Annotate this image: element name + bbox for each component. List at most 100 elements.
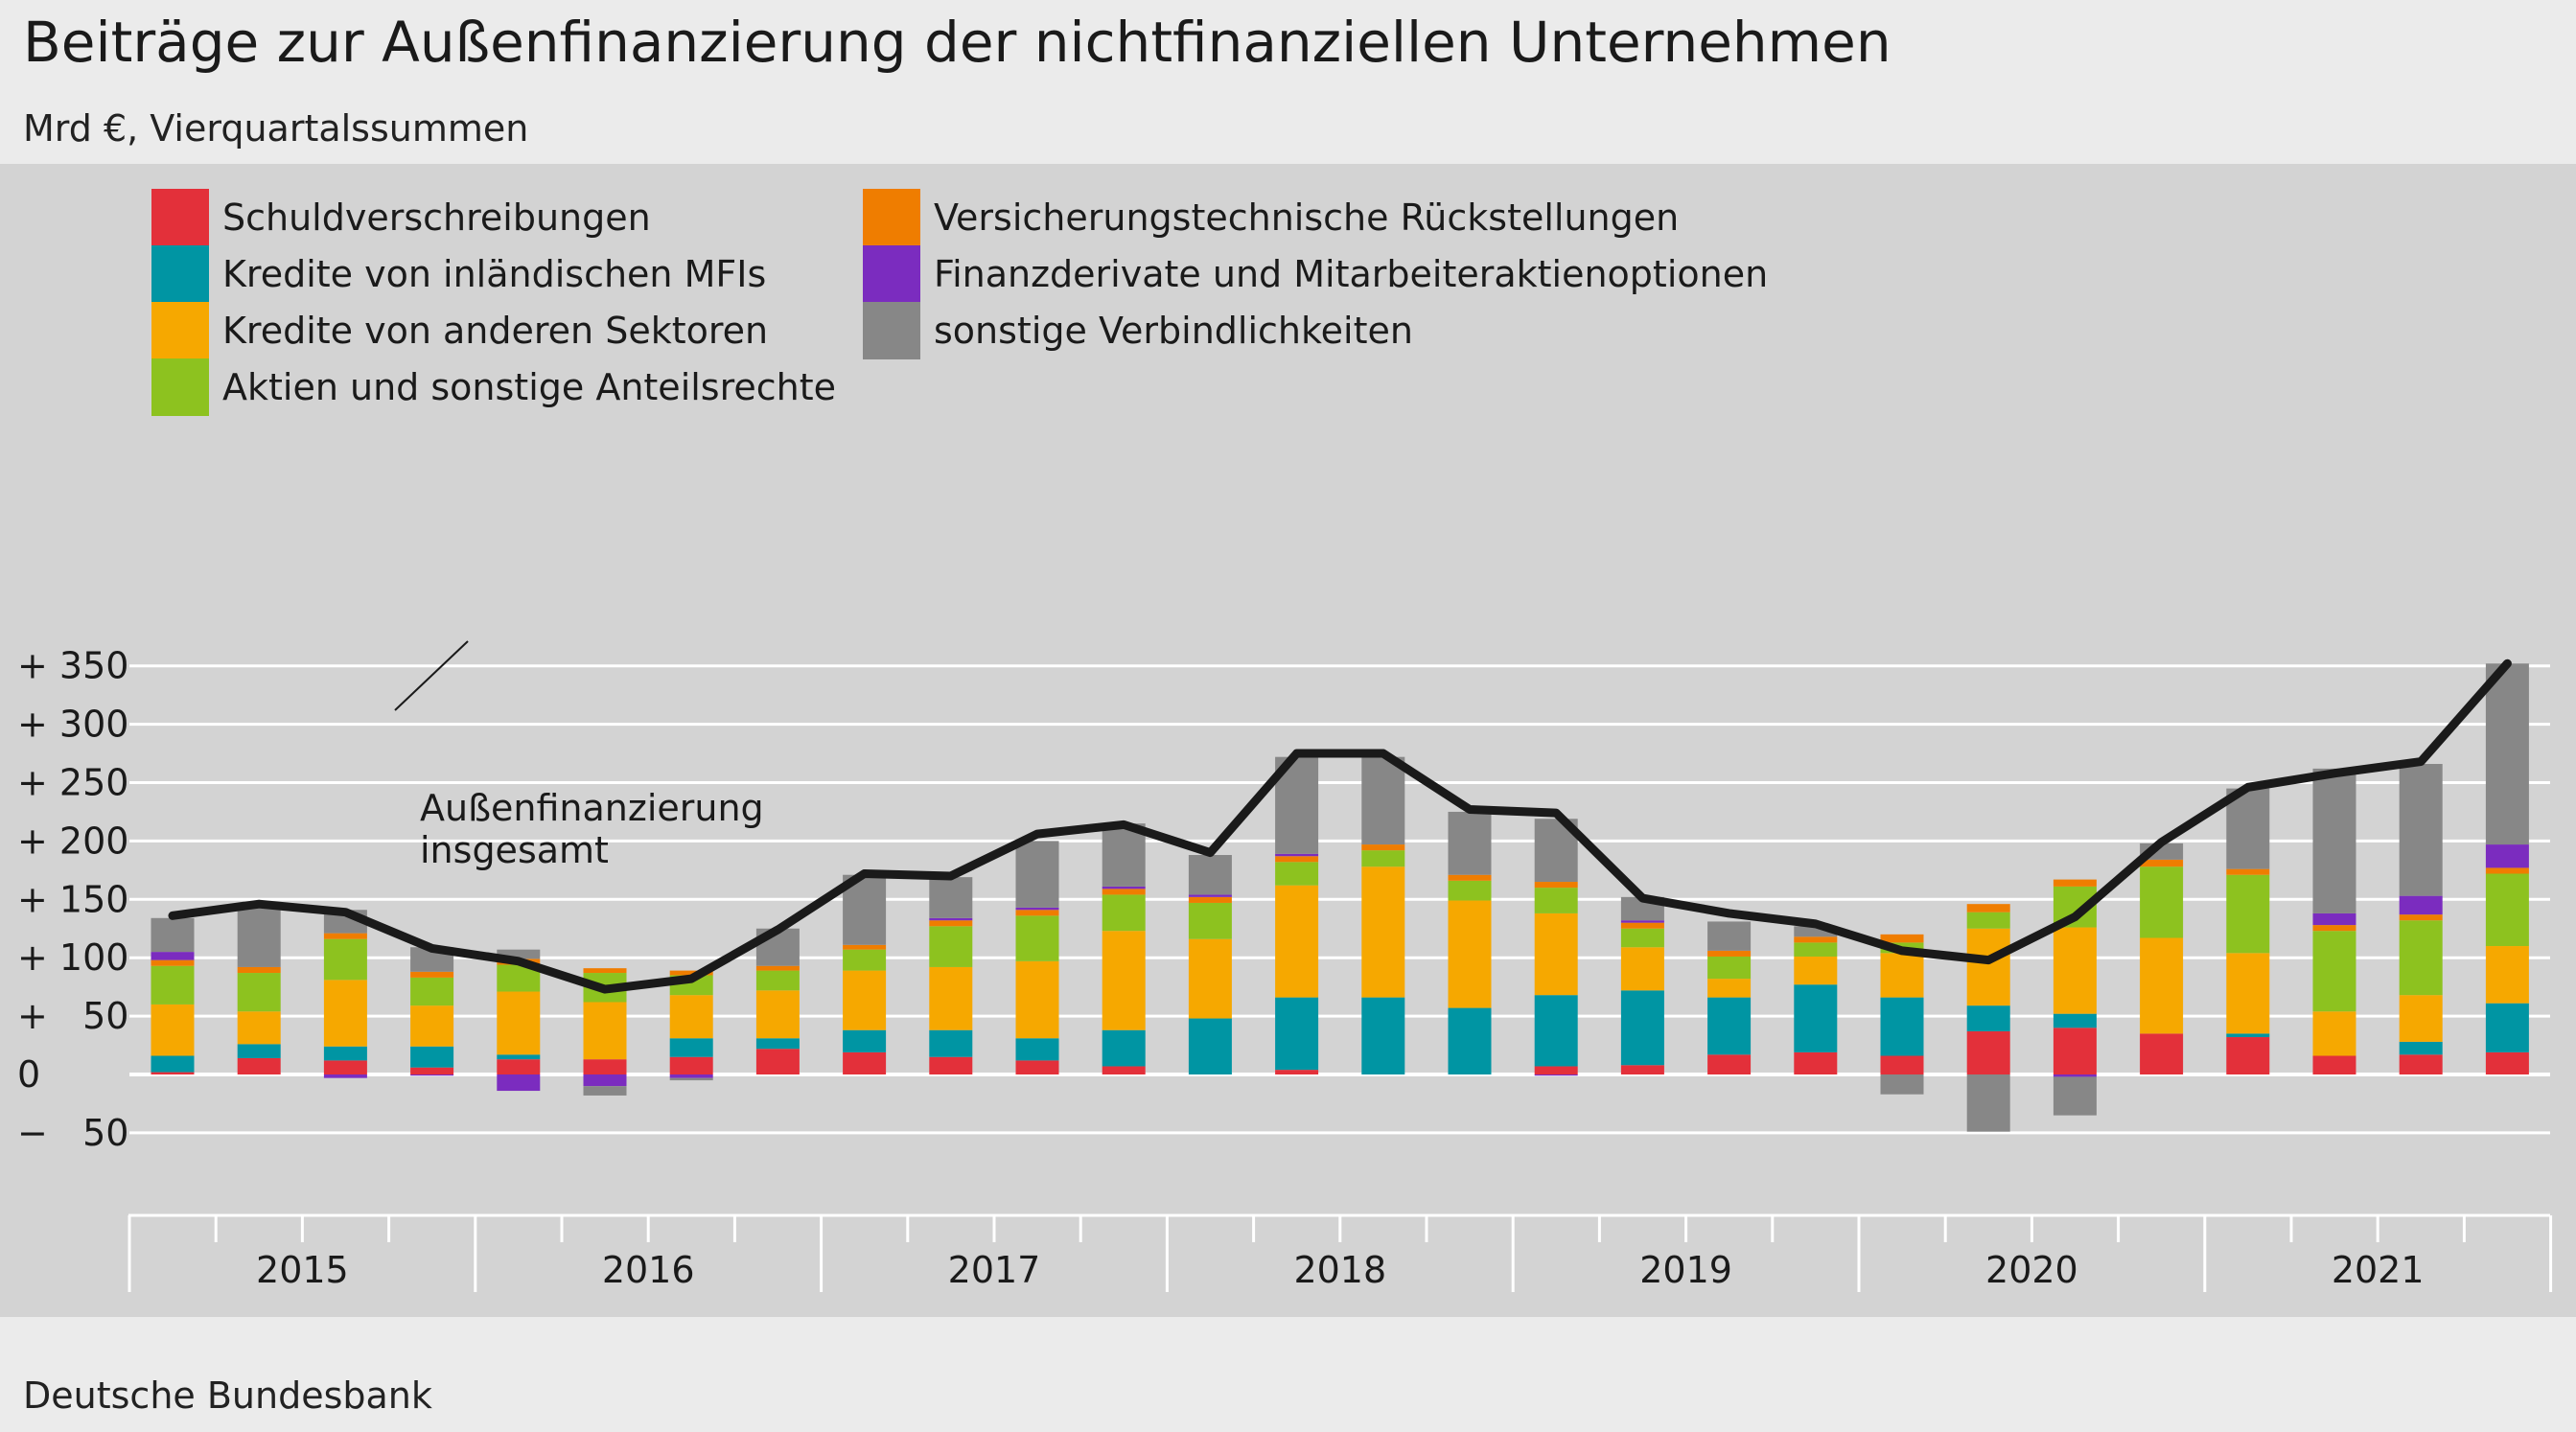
- bar-segment: [237, 973, 281, 1012]
- bar-segment: [1620, 922, 1664, 929]
- legend-swatch: [863, 245, 920, 303]
- bar-segment: [237, 1057, 281, 1074]
- bar-segment: [497, 991, 541, 1055]
- bar-segment: [1966, 1005, 2010, 1031]
- y-tick-label: − 50: [17, 1112, 128, 1154]
- bar-segment: [151, 917, 195, 953]
- bar-segment: [2485, 844, 2529, 868]
- bar-segment: [1707, 950, 1752, 957]
- bar-segment: [2485, 1051, 2529, 1074]
- y-tick-label: + 150: [17, 878, 128, 920]
- bar-segment: [583, 1074, 627, 1087]
- bar-segment: [2399, 920, 2443, 996]
- bar-segment: [410, 1074, 454, 1076]
- bar-segment: [1534, 1074, 1578, 1076]
- legend-label: Schuldverschreibungen: [222, 196, 651, 239]
- bar-segment: [1188, 1018, 1232, 1074]
- bar-segment: [1620, 990, 1664, 1066]
- bar-segment: [2226, 868, 2270, 875]
- legend-label: sonstige Verbindlichkeiten: [934, 310, 1413, 352]
- bar-segment: [1102, 886, 1146, 889]
- bar-segment: [755, 1038, 800, 1050]
- bar-segment: [583, 1002, 627, 1060]
- bar-segment: [2053, 1028, 2097, 1074]
- bar-segment: [497, 1074, 541, 1092]
- bar-segment: [1880, 953, 1924, 998]
- bar-segment: [929, 877, 973, 918]
- bar-segment: [669, 995, 713, 1039]
- bar-segment: [583, 1059, 627, 1074]
- x-year-label: 2019: [1639, 1249, 1732, 1291]
- bar-segment: [2312, 931, 2356, 1012]
- bar-segment: [1102, 1029, 1146, 1067]
- bar-segment: [2399, 995, 2443, 1042]
- bar-segment: [323, 933, 367, 939]
- legend-label: Kredite von inländischen MFIs: [222, 253, 767, 295]
- bar-segment: [1102, 931, 1146, 1030]
- bar-segment: [1188, 896, 1232, 903]
- bar-segment: [410, 1067, 454, 1074]
- bar-segment: [929, 966, 973, 1030]
- bar-segment: [2312, 912, 2356, 926]
- bar-segment: [1534, 912, 1578, 996]
- bar-segment: [1015, 910, 1059, 916]
- bar-segment: [1361, 844, 1405, 851]
- bar-segment: [1620, 947, 1664, 991]
- bar-segment: [929, 1029, 973, 1057]
- bar-segment: [151, 959, 195, 966]
- bar-segment: [410, 977, 454, 1006]
- bar-segment: [755, 965, 800, 971]
- bar-segment: [1966, 1030, 2010, 1074]
- bar-segment: [1015, 1060, 1059, 1074]
- legend-swatch: [151, 302, 209, 359]
- total-financing-line: [168, 658, 2512, 994]
- legend-swatch: [863, 189, 920, 246]
- bar-segment: [669, 1038, 713, 1057]
- bar-segment: [497, 949, 541, 959]
- bar-segment: [1015, 841, 1059, 908]
- bar-segment: [843, 949, 887, 971]
- bar-segment: [1448, 874, 1492, 881]
- bar-segment: [2485, 867, 2529, 874]
- y-tick-label: + 300: [17, 704, 128, 746]
- bar-segment: [497, 1059, 541, 1074]
- bar-segment: [1534, 1066, 1578, 1074]
- bar-segment: [1188, 894, 1232, 897]
- bar-segment: [151, 965, 195, 1005]
- bar-segment: [2485, 873, 2529, 947]
- annotation-line-1: Außenfinanzierung: [420, 787, 764, 829]
- bar-segment: [1794, 942, 1838, 957]
- line-annotation: Außenfinanzierung insgesamt: [420, 787, 764, 871]
- bar-segment: [2053, 1076, 2097, 1116]
- x-year-label: 2020: [1985, 1249, 2078, 1291]
- bar-segment: [1534, 882, 1578, 889]
- x-year-label: 2015: [256, 1249, 349, 1291]
- bar-segment: [1448, 880, 1492, 901]
- bar-segment: [1275, 997, 1319, 1071]
- bar-segment: [1275, 1070, 1319, 1074]
- bar-segment: [669, 1056, 713, 1074]
- legend-label: Kredite von anderen Sektoren: [222, 310, 769, 352]
- annotation-line-2: insgesamt: [420, 829, 609, 871]
- legend-label: Finanzderivate und Mitarbeiteraktienopti…: [934, 253, 1769, 295]
- bar-segment: [1015, 960, 1059, 1039]
- chart-subtitle: Mrd €, Vierquartalssummen: [23, 107, 529, 150]
- bar-segment: [1794, 936, 1838, 943]
- y-tick-label: + 100: [17, 936, 128, 979]
- annotation-leader-line: [394, 640, 469, 711]
- bar-segment: [1448, 811, 1492, 875]
- bar-segment: [2226, 874, 2270, 954]
- legend-label: Aktien und sonstige Anteilsrechte: [222, 366, 837, 408]
- bar-segment: [1966, 1074, 2010, 1132]
- bar-segment: [669, 970, 713, 976]
- bar-segment: [151, 952, 195, 960]
- chart-svg: + 350+ 300+ 250+ 200+ 150+ 100+ 500− 50 …: [17, 640, 2553, 1292]
- bar-segment: [410, 971, 454, 978]
- bar-segment: [1707, 956, 1752, 980]
- bar-segment: [2053, 1013, 2097, 1028]
- bar-segment: [1707, 997, 1752, 1055]
- bar-segment: [1707, 921, 1752, 951]
- bar-segment: [2140, 937, 2184, 1034]
- y-tick-label: + 350: [17, 645, 128, 687]
- bar-segment: [929, 920, 973, 927]
